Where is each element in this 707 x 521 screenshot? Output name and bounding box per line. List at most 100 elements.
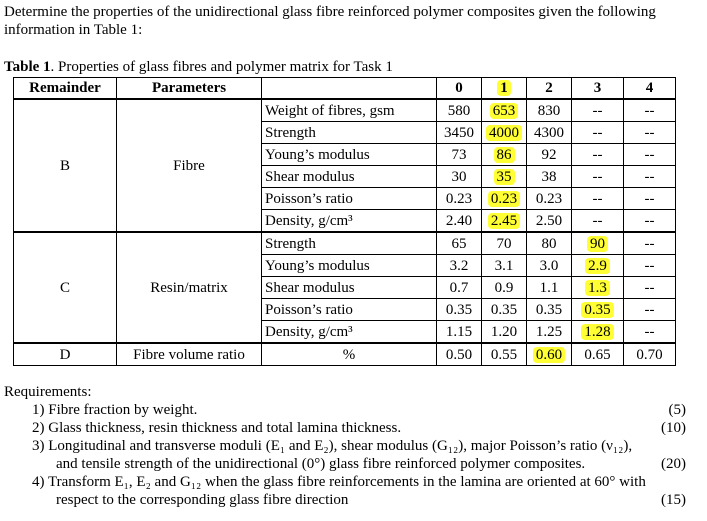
requirement-marks: (5) (668, 402, 687, 418)
value-cell: -- (571, 143, 624, 166)
requirement-number: 3) (32, 438, 45, 454)
table-row: D Fibre volume ratio% 0.50 0.55 0.60 0.65 0.70 (13, 342, 676, 366)
value-cell: 1.3 (571, 276, 624, 299)
value-cell: 0.7 (436, 276, 482, 299)
value-cell: 92 (526, 143, 572, 166)
requirement-text: Transform E₁, E₂ and G₁₂ when the glass … (47, 474, 646, 490)
value-cell: 0.35 (526, 298, 572, 321)
highlight-mark: 2.9 (585, 257, 610, 274)
property-label-cell: % (261, 342, 437, 366)
value-cell: 4300 (526, 121, 572, 144)
table-row: C Resin/matrix Strength 65 70 80 90 -- (13, 231, 676, 344)
table-row: Strength 3450 4000 4300 -- -- (14, 121, 676, 144)
value-cell: 830 (526, 98, 572, 122)
value-cell: 1.28 (571, 320, 624, 344)
value-cell: -- (623, 143, 676, 166)
value-cell: 0.23 (436, 187, 482, 210)
table-row: Poisson’s ratio 0.35 0.35 0.35 0.35 -- (14, 298, 676, 321)
highlight-mark: 86 (493, 146, 515, 163)
requirements-section: Requirements: 1) Fibre fraction by weigh… (4, 383, 704, 509)
value-cell: 1.1 (526, 276, 572, 299)
table-row: Shear modulus 30 35 38 -- -- (14, 165, 676, 188)
header-col-3: 3 (571, 77, 624, 100)
value-cell: 0.55 (481, 342, 527, 366)
remainder-cell: B (13, 98, 117, 233)
requirement-item: 4) Transform E₁, E₂ and G₁₂ when the gla… (32, 473, 704, 509)
property-label-cell: Shear modulus (261, 276, 437, 299)
header-label-blank (261, 77, 437, 100)
property-label-cell: Density, g/cm³ (261, 320, 437, 344)
highlight-mark: 0.35 (581, 301, 614, 318)
property-label-cell: Strength (261, 231, 437, 255)
value-cell: -- (571, 165, 624, 188)
value-cell: -- (623, 165, 676, 188)
value-cell: 73 (436, 143, 482, 166)
value-cell: 1.20 (481, 320, 527, 344)
value-cell: -- (623, 276, 676, 299)
requirement-number: 2) (32, 420, 45, 436)
header-col-0: 0 (436, 77, 482, 100)
requirement-marks: (10) (661, 420, 686, 436)
table-row: Poisson’s ratio 0.23 0.23 0.23 -- -- (14, 187, 676, 210)
requirement-item: 1) Fibre fraction by weight. (5) (32, 401, 704, 419)
value-cell: -- (623, 187, 676, 210)
highlight-mark: 653 (489, 102, 519, 119)
highlight-mark: 1.28 (581, 323, 614, 340)
requirement-text-continued: and tensile strength of the unidirection… (56, 456, 586, 472)
value-cell: 3.0 (526, 254, 572, 277)
value-cell: -- (623, 209, 676, 233)
value-cell: 0.65 (571, 342, 624, 366)
value-cell: 2.50 (526, 209, 572, 233)
value-cell: 0.35 (436, 298, 482, 321)
property-label-cell: Density, g/cm³ (261, 209, 437, 233)
requirements-title: Requirements: (4, 384, 92, 400)
value-cell: -- (623, 121, 676, 144)
value-cell: -- (623, 98, 676, 122)
highlight-mark: 1.3 (585, 279, 610, 296)
value-cell: -- (571, 209, 624, 233)
property-label-cell: Weight of fibres, gsm (261, 98, 437, 122)
requirement-marks: (15) (661, 492, 686, 508)
value-cell: 1.25 (526, 320, 572, 344)
requirement-text: Longitudinal and transverse moduli (E₁ a… (48, 438, 633, 454)
value-cell: 35 (481, 165, 527, 188)
table-header-row: Remainder Parameters 0 1 2 3 4 (13, 77, 676, 100)
value-cell: 0.35 (571, 298, 624, 321)
header-remainder: Remainder (13, 77, 117, 100)
value-cell: 2.45 (481, 209, 527, 233)
value-cell: 65 (436, 231, 482, 255)
header-col-4: 4 (623, 77, 676, 100)
remainder-cell: C (13, 231, 117, 344)
value-cell: 1.15 (436, 320, 482, 344)
table-row: Young’s modulus 3.2 3.1 3.0 2.9 -- (14, 254, 676, 277)
table-row: Shear modulus 0.7 0.9 1.1 1.3 -- (14, 276, 676, 299)
highlight-mark: 4000 (486, 124, 522, 141)
value-cell: 70 (481, 231, 527, 255)
parameter-group-cell: Fibre (116, 98, 262, 233)
properties-table: Remainder Parameters 0 1 2 3 4 B Fibre Wei… (13, 77, 676, 366)
requirement-text-continued: respect to the corresponding glass fibre… (56, 492, 349, 508)
value-cell: 38 (526, 165, 572, 188)
value-cell: 2.40 (436, 209, 482, 233)
value-cell: -- (571, 187, 624, 210)
table-caption: Table 1. Properties of glass fibres and … (4, 58, 393, 76)
requirement-item: 2) Glass thickness, resin thickness and … (32, 419, 704, 437)
value-cell: 653 (481, 98, 527, 122)
value-cell: 3450 (436, 121, 482, 144)
table-row: Young’s modulus 73 86 92 -- -- (14, 143, 676, 166)
value-cell: 0.23 (526, 187, 572, 210)
remainder-cell: D (13, 342, 117, 366)
value-cell: 3.2 (436, 254, 482, 277)
value-cell: 86 (481, 143, 527, 166)
value-cell: 0.60 (526, 342, 572, 366)
requirement-number: 4) (32, 474, 45, 490)
property-label-cell: Young’s modulus (261, 254, 437, 277)
requirement-number: 1) (32, 402, 45, 418)
table-caption-text: . Properties of glass fibres and polymer… (50, 59, 393, 75)
highlight-mark: 0.23 (487, 190, 521, 207)
intro-paragraph: Determine the properties of the unidirec… (4, 4, 656, 38)
property-label-cell: Poisson’s ratio (261, 187, 437, 210)
value-cell: -- (623, 320, 676, 344)
requirement-marks: (20) (661, 456, 686, 472)
parameter-group-cell: Fibre volume ratio (116, 342, 262, 366)
